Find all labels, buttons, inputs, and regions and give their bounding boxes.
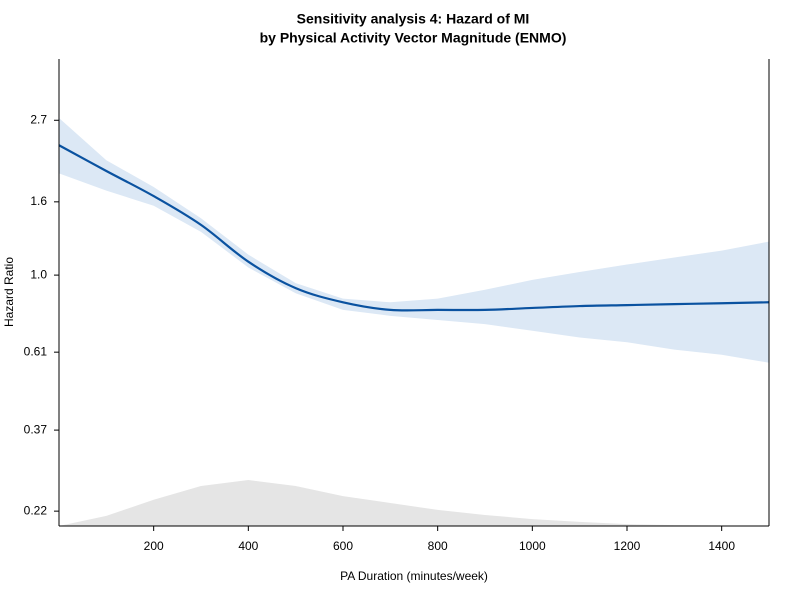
chart-title: Sensitivity analysis 4: Hazard of MI <box>297 11 530 27</box>
y-tick-label: 1.6 <box>30 194 47 208</box>
y-tick-label: 0.61 <box>24 344 48 358</box>
y-tick-label: 0.37 <box>24 422 48 436</box>
x-tick-label: 800 <box>428 539 448 553</box>
x-tick-label: 1400 <box>708 539 735 553</box>
x-tick-label: 600 <box>333 539 353 553</box>
x-tick-label: 1200 <box>614 539 641 553</box>
y-axis-label: Hazard Ratio <box>2 257 16 327</box>
hazard-line <box>58 144 770 312</box>
x-tick-label: 200 <box>144 539 164 553</box>
x-tick-label: 1000 <box>519 539 546 553</box>
x-axis-label: PA Duration (minutes/week) <box>340 569 488 583</box>
chart-title: by Physical Activity Vector Magnitude (E… <box>260 30 567 46</box>
confidence-band <box>59 117 769 363</box>
x-tick-label: 400 <box>238 539 258 553</box>
y-tick-label: 0.22 <box>24 503 48 517</box>
y-tick-label: 2.7 <box>30 112 47 126</box>
y-tick-label: 1.0 <box>30 267 47 281</box>
distribution-area <box>59 480 769 526</box>
